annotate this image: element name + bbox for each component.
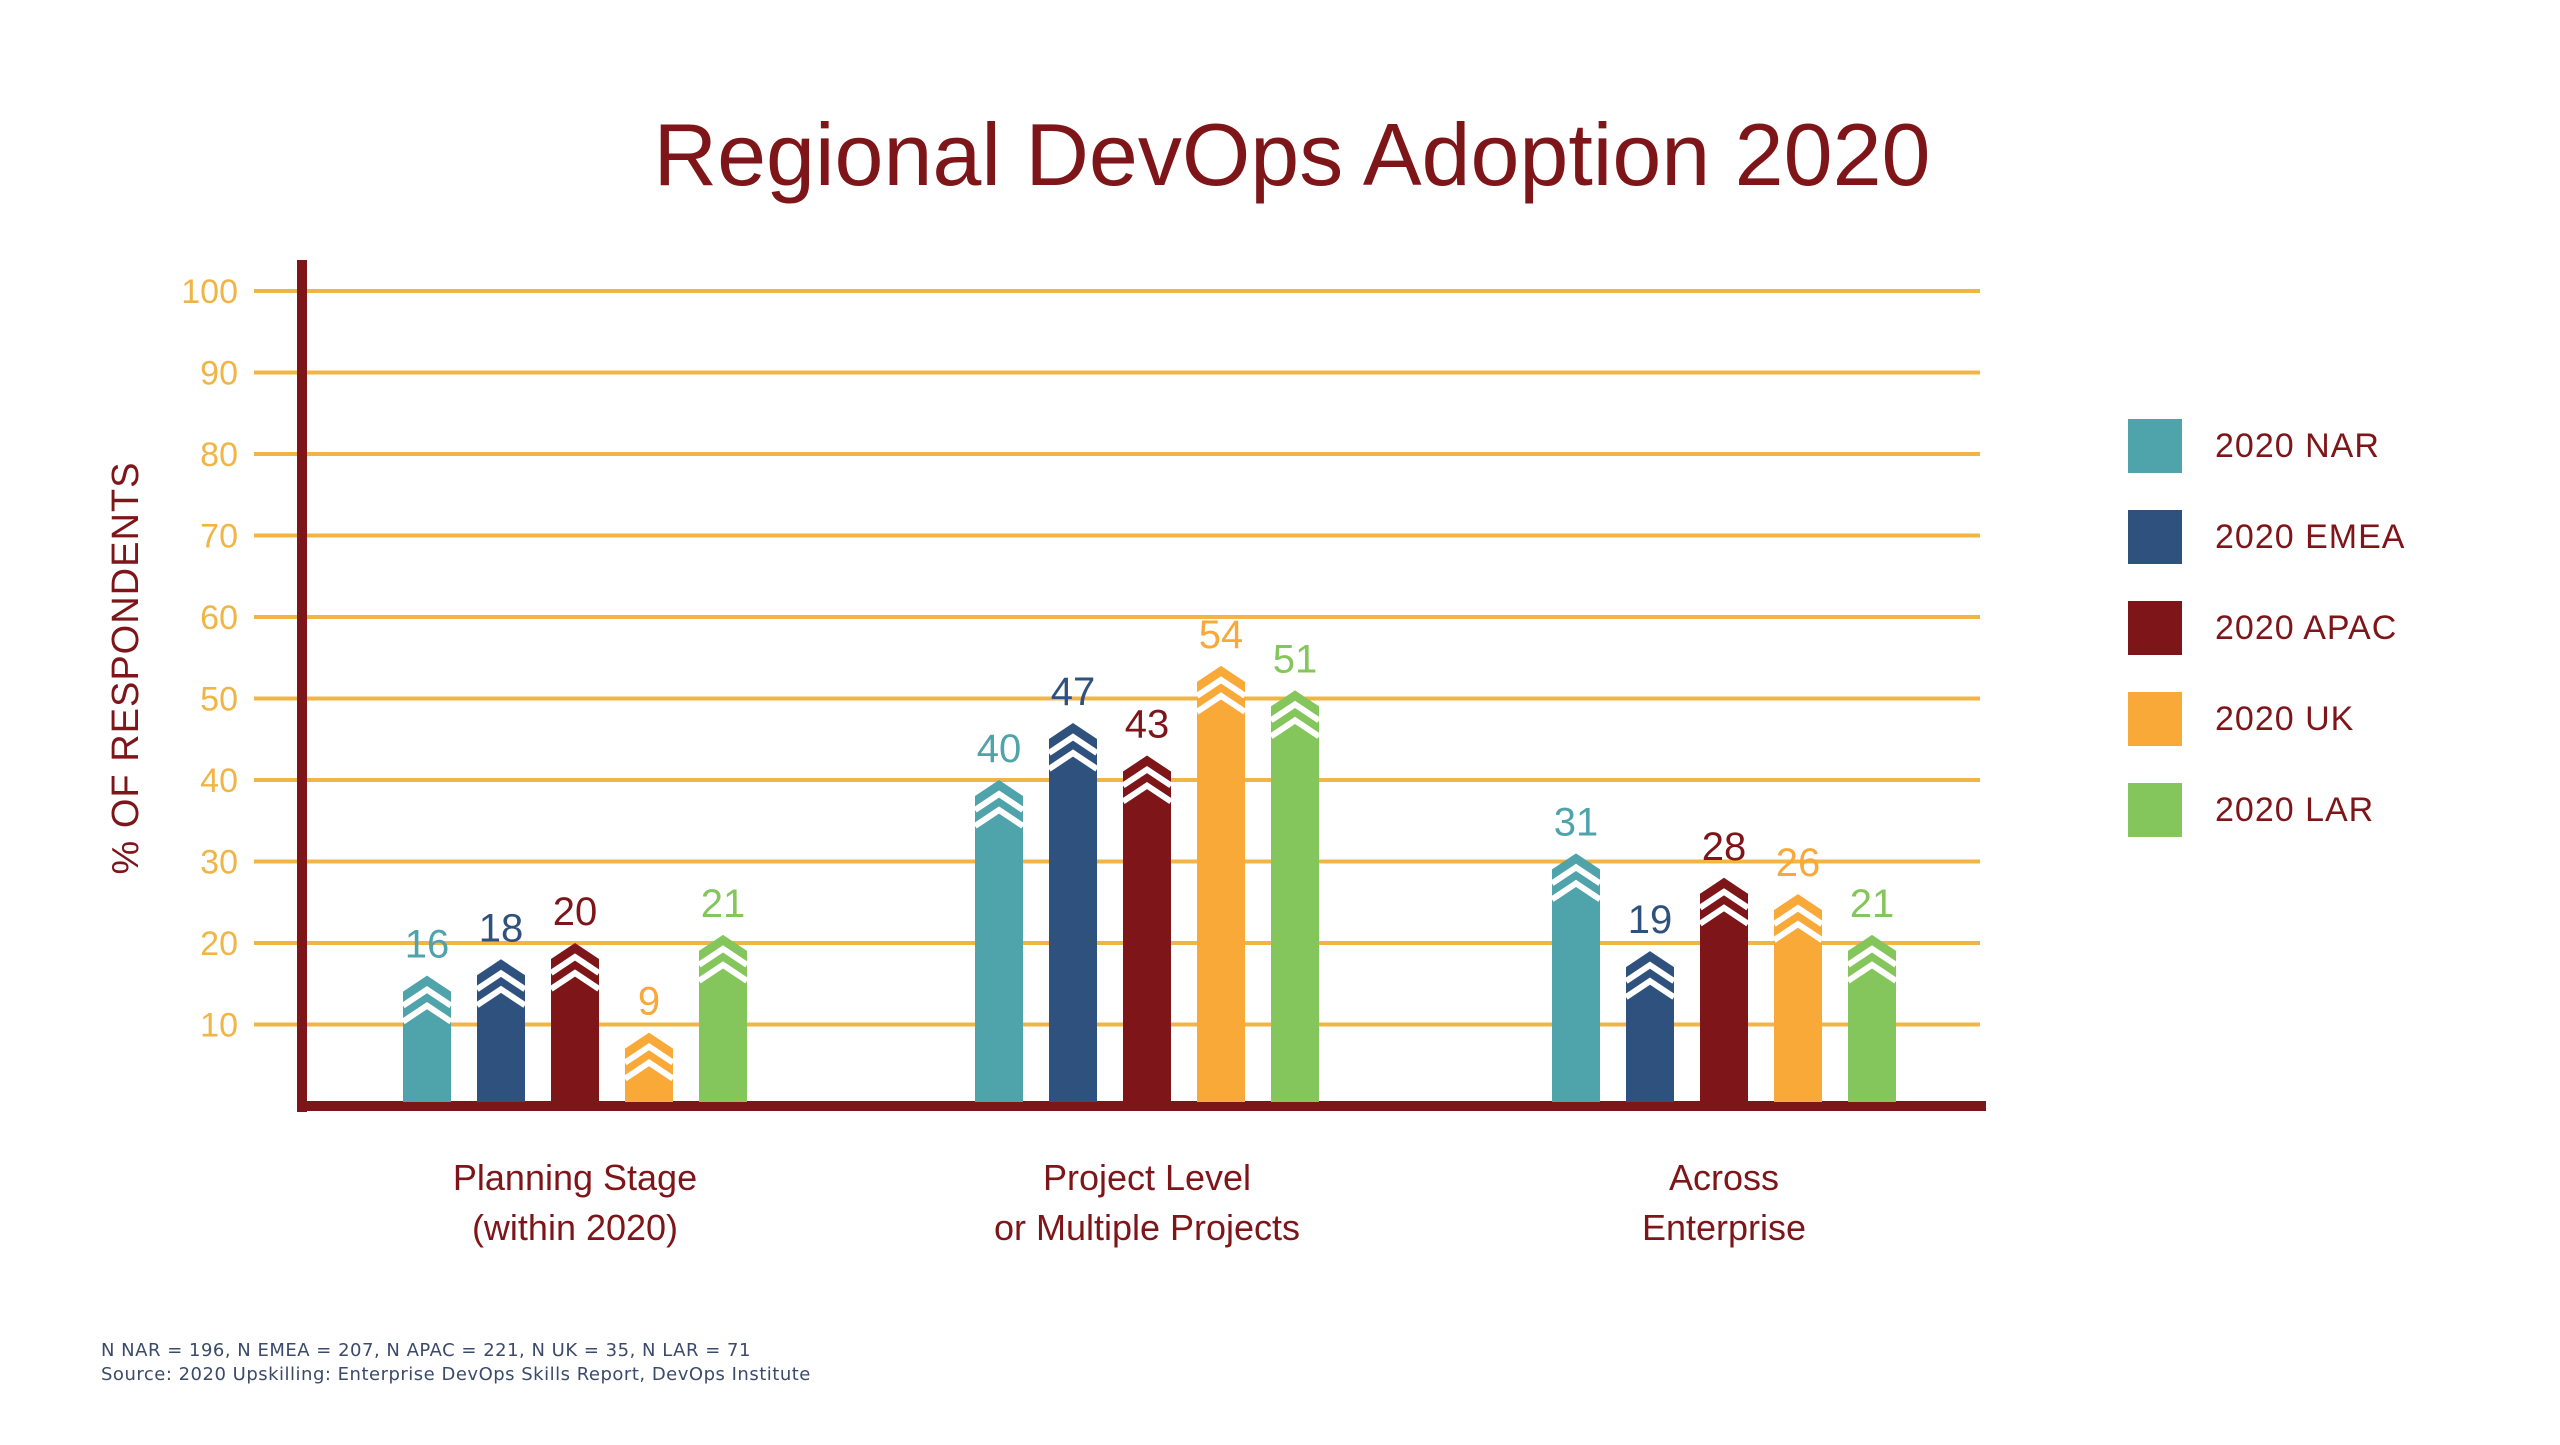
bar-chevron	[1047, 733, 1099, 756]
bar-chevron	[1121, 765, 1173, 789]
bar-value-label: 16	[405, 923, 450, 967]
bar-value-label: 21	[701, 882, 746, 926]
bar-chevron	[1195, 692, 1247, 715]
category-label: Planning Stage	[453, 1157, 697, 1198]
bar-2020-apac-2	[1700, 877, 1748, 1102]
legend-swatch	[2128, 692, 2182, 746]
y-tick-label: 70	[200, 518, 238, 556]
bar-2020-uk-1	[1197, 665, 1245, 1102]
category-label: (within 2020)	[472, 1207, 678, 1248]
bar-value-label: 40	[977, 727, 1022, 771]
bar-value-label: 31	[1554, 800, 1599, 844]
bar-value-label: 26	[1776, 841, 1821, 885]
legend-swatch	[2128, 419, 2182, 473]
bar-chevron	[1269, 716, 1321, 739]
bar-chevron	[973, 790, 1025, 813]
bar-chevron	[475, 985, 527, 1008]
bar-2020-apac-1	[1123, 755, 1171, 1102]
y-tick-label: 40	[200, 762, 238, 800]
y-tick-label: 60	[200, 599, 238, 637]
bar-2020-nar-1	[975, 780, 1023, 1102]
bar-2020-lar-1	[1271, 690, 1319, 1102]
bar-chevron	[1195, 676, 1247, 699]
bar-value-label: 51	[1273, 637, 1318, 681]
bar-chevron	[1698, 904, 1750, 927]
y-tick-label: 10	[200, 1007, 238, 1045]
bar-value-label: 19	[1628, 898, 1673, 942]
legend-swatch	[2128, 510, 2182, 564]
bar-chevron	[1047, 749, 1099, 772]
y-tick-label: 80	[200, 436, 238, 474]
bar-chevron	[1846, 945, 1898, 968]
bar-2020-emea-1	[1049, 722, 1097, 1102]
bar-chevron	[697, 961, 749, 984]
bar-value-label: 9	[638, 980, 660, 1024]
category-label: Project Level	[1043, 1157, 1251, 1198]
y-tick-label: 30	[200, 844, 238, 882]
bar-value-label: 21	[1850, 882, 1895, 926]
bar-chevron	[623, 1043, 675, 1066]
bar-chevron	[697, 945, 749, 968]
legend-swatch	[2128, 783, 2182, 837]
category-label: Enterprise	[1642, 1207, 1806, 1248]
y-axis-label: % OF RESPONDENTS	[105, 462, 147, 875]
bar-value-label: 43	[1125, 703, 1170, 747]
category-label: Across	[1669, 1157, 1779, 1198]
legend-label: 2020 NAR	[2215, 427, 2380, 465]
chart-title: Regional DevOps Adoption 2020	[654, 105, 1931, 204]
legend-label: 2020 APAC	[2215, 609, 2397, 647]
bar-value-label: 54	[1199, 613, 1244, 657]
category-label: or Multiple Projects	[994, 1207, 1300, 1248]
bar-value-label: 20	[553, 890, 598, 934]
bar-2020-lar-2	[1848, 934, 1896, 1102]
y-tick-label: 100	[181, 273, 238, 311]
y-tick-label: 90	[200, 355, 238, 393]
source-note: Source: 2020 Upskilling: Enterprise DevO…	[101, 1364, 811, 1385]
bar-chevron	[1269, 700, 1321, 723]
bar-chevron	[1846, 961, 1898, 984]
bar-chevron	[1624, 977, 1676, 1000]
sample-size-note: N NAR = 196, N EMEA = 207, N APAC = 221,…	[101, 1340, 751, 1361]
bar-chevron	[1698, 888, 1750, 911]
bar-chevron	[401, 1001, 453, 1025]
bar-2020-nar-0	[403, 975, 451, 1102]
legend-label: 2020 UK	[2215, 700, 2354, 738]
bar-chevron	[1550, 879, 1602, 902]
bar-2020-emea-0	[477, 959, 525, 1102]
bar-2020-uk-0	[625, 1032, 673, 1102]
bar-value-label: 28	[1702, 825, 1747, 869]
legend-swatch	[2128, 601, 2182, 655]
legend-label: 2020 EMEA	[2215, 518, 2405, 556]
bar-2020-uk-2	[1774, 894, 1822, 1102]
bar-chevron	[1121, 781, 1173, 805]
bar-chevron	[401, 985, 453, 1009]
y-tick-label: 20	[200, 925, 238, 963]
bar-chevron	[475, 969, 527, 992]
legend-label: 2020 LAR	[2215, 791, 2374, 829]
bar-chevron	[1772, 920, 1824, 943]
bar-chevron	[1772, 904, 1824, 927]
bar-chevron	[1550, 863, 1602, 886]
bar-chevron	[623, 1059, 675, 1082]
bar-chevron	[1624, 961, 1676, 984]
bar-value-label: 18	[479, 906, 524, 950]
bar-chevron	[549, 969, 601, 992]
y-tick-label: 50	[200, 681, 238, 719]
bar-value-label: 47	[1051, 670, 1096, 714]
bar-2020-nar-2	[1552, 853, 1600, 1102]
bar-chevron	[973, 806, 1025, 829]
bar-chevron	[549, 953, 601, 976]
bar-2020-lar-0	[699, 934, 747, 1102]
